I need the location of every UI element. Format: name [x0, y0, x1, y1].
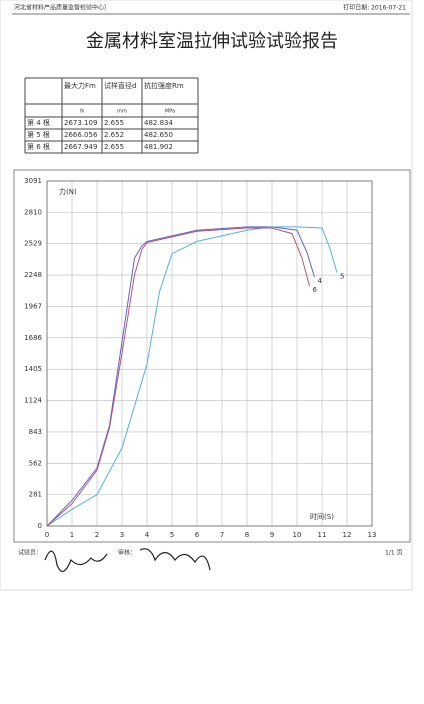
y-tick-label: 2248	[24, 271, 42, 279]
column-header: 抗拉强度Rm	[144, 81, 184, 90]
y-tick-label: 0	[38, 522, 42, 530]
tester: 试验员：	[18, 549, 42, 557]
y-tick-label: 1967	[24, 302, 42, 310]
curve-label: 5	[340, 273, 344, 281]
x-axis-label: 时间(S)	[310, 512, 334, 521]
unit: MPa	[165, 109, 175, 115]
x-tick-label: 3	[120, 531, 124, 539]
table-cell: 482.650	[144, 131, 173, 139]
y-tick-label: 3091	[24, 177, 42, 185]
y-tick-label: 1686	[24, 334, 42, 342]
y-tick-label: 562	[29, 459, 42, 467]
force-curve	[46, 226, 338, 527]
x-tick-label: 5	[170, 531, 174, 539]
y-axis-label: 力(N)	[59, 187, 77, 196]
org: 河北省材料产品质量监督检验中心）	[14, 4, 110, 12]
plot-border	[46, 180, 373, 527]
x-tick-label: 6	[195, 531, 200, 539]
sheet	[0, 0, 413, 591]
signatures	[44, 548, 211, 572]
column-header: 试样直径d	[104, 81, 136, 90]
y-tick-label: 1124	[24, 397, 42, 405]
table-cell: 2673.109	[64, 119, 97, 127]
x-tick-label: 2	[95, 531, 99, 539]
reviewer: 审核：	[118, 549, 136, 557]
table: 最大力Fm 试样直径d 抗拉强度Rm N mm MPa 第 4 根 2673.109 2.655…	[24, 77, 199, 154]
force-curve	[46, 227, 310, 527]
x-tick-label: 7	[220, 531, 224, 539]
x-tick-label: 13	[368, 531, 377, 539]
x-tick-label: 12	[343, 531, 352, 539]
table-cell: 482.834	[144, 119, 173, 127]
print-date: 打印日期: 2016-07-21	[343, 4, 406, 12]
y-tick-label: 1405	[24, 365, 42, 373]
table-cell: 第 5 根	[27, 130, 50, 139]
table-cell: 2.655	[104, 119, 124, 127]
title: 金属材料室温拉伸试验试验报告	[86, 31, 338, 52]
y-tick-label: 281	[29, 491, 42, 499]
curve-label: 4	[318, 277, 323, 285]
x-tick-label: 4	[145, 531, 150, 539]
table-cell: 481.902	[144, 143, 173, 151]
x-tick-label: 0	[45, 531, 49, 539]
table-cell: 2667.949	[64, 143, 97, 151]
x-tick-label: 9	[270, 531, 274, 539]
table-cell: 第 6 根	[27, 142, 50, 151]
table-cell: 第 4 根	[27, 118, 50, 127]
chart-frame	[13, 169, 411, 543]
y-tick-label: 843	[29, 428, 42, 436]
unit: N	[80, 109, 84, 115]
chart: 0281562843112414051686196722482529281030…	[24, 177, 376, 539]
curve-label: 6	[313, 286, 318, 294]
table-cell: 2.655	[104, 143, 124, 151]
force-curve	[46, 226, 315, 527]
column-header: 最大力Fm	[64, 81, 96, 90]
x-tick-label: 1	[70, 531, 74, 539]
x-tick-label: 10	[293, 531, 302, 539]
y-tick-label: 2529	[24, 240, 42, 248]
x-tick-label: 11	[318, 531, 327, 539]
table-cell: 2666.056	[64, 131, 98, 139]
x-tick-label: 8	[245, 531, 249, 539]
page-number: 1/1 页	[385, 550, 403, 557]
table-cell: 2.652	[104, 131, 124, 139]
unit: mm	[117, 109, 127, 115]
y-tick-label: 2810	[24, 208, 42, 216]
